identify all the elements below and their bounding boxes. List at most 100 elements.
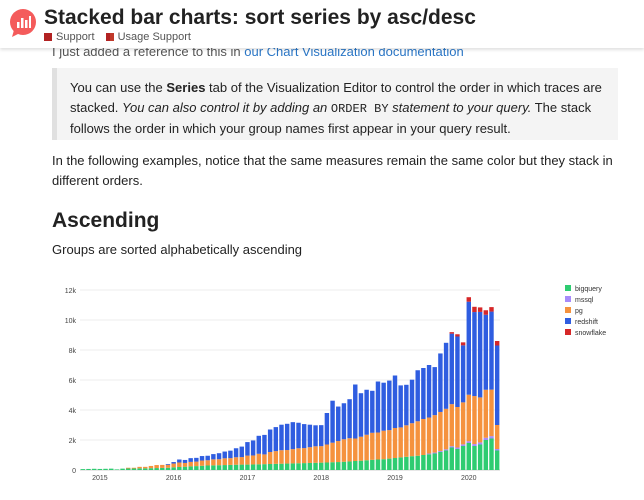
bar-segment-pg xyxy=(216,459,222,466)
bar-segment-pg xyxy=(364,434,369,461)
bar-segment-bigquery xyxy=(228,464,233,470)
bar-segment-bigquery xyxy=(347,461,352,470)
quote-text-1: You can use the xyxy=(70,80,167,95)
bar-segment-bigquery xyxy=(477,444,483,470)
legend-swatch-pg xyxy=(565,307,571,313)
bar-segment-bigquery xyxy=(154,468,159,470)
bar-segment-pg xyxy=(409,423,415,457)
bar-segment-redshift xyxy=(347,399,352,439)
bar-segment-pg xyxy=(239,457,244,465)
bar-segment-mssql xyxy=(438,450,443,452)
bar-segment-redshift xyxy=(466,301,471,395)
category-color-square xyxy=(105,33,114,41)
bar-segment-bigquery xyxy=(205,465,210,470)
bar-segment-pg xyxy=(177,462,182,467)
bar-segment-pg xyxy=(126,467,131,469)
bar-segment-redshift xyxy=(228,450,233,459)
bar-segment-bigquery xyxy=(387,458,392,470)
bar-segment-bigquery xyxy=(319,462,324,470)
y-tick-label: 2k xyxy=(69,438,77,445)
bar-segment-pg xyxy=(494,425,500,449)
bar-segment-pg xyxy=(228,458,233,465)
bar-segment-redshift xyxy=(341,403,347,440)
bar-segment-mssql xyxy=(460,444,466,446)
bar-segment-bigquery xyxy=(466,443,471,470)
bar-segment-bigquery xyxy=(86,468,91,470)
category-support[interactable]: Support xyxy=(44,31,95,43)
x-tick-label: 2020 xyxy=(461,475,477,482)
bar-segment-redshift xyxy=(494,345,500,425)
bar-segment-snowflake xyxy=(477,307,483,312)
bar-segment-pg xyxy=(455,407,460,448)
bar-segment-pg xyxy=(267,452,273,464)
bar-segment-redshift xyxy=(381,382,386,431)
bar-segment-bigquery xyxy=(336,462,341,470)
bar-segment-bigquery xyxy=(375,459,381,470)
bar-segment-snowflake xyxy=(489,307,494,312)
bar-segment-pg xyxy=(358,436,364,461)
bar-segment-bigquery xyxy=(415,455,420,470)
bar-segment-pg xyxy=(449,404,454,447)
bar-segment-bigquery xyxy=(171,467,176,470)
bar-segment-redshift xyxy=(489,311,494,390)
quote-italic-1: You can also control it by adding an xyxy=(122,100,331,115)
bar-segment-pg xyxy=(188,461,193,467)
bar-segment-pg xyxy=(143,466,148,469)
bar-segment-pg xyxy=(466,394,471,442)
y-tick-label: 0 xyxy=(72,468,76,475)
bar-segment-redshift xyxy=(421,368,426,419)
bar-segment-redshift xyxy=(296,422,301,449)
x-tick-label: 2017 xyxy=(240,475,256,482)
bar-segment-redshift xyxy=(205,455,210,461)
bar-segment-bigquery xyxy=(426,454,432,470)
category-usage-support[interactable]: Usage Support xyxy=(105,31,191,43)
bar-segment-redshift xyxy=(415,370,420,422)
bar-segment-bigquery xyxy=(381,459,386,470)
bar-segment-bigquery xyxy=(364,460,369,470)
bar-segment-bigquery xyxy=(483,440,489,470)
topic-title[interactable]: Stacked bar charts: sort series by asc/d… xyxy=(44,6,476,29)
bar-segment-pg xyxy=(398,427,403,458)
bar-segment-mssql xyxy=(426,453,432,455)
bar-segment-bigquery xyxy=(358,460,364,470)
bar-segment-redshift xyxy=(199,456,205,461)
bar-segment-redshift xyxy=(438,353,443,412)
bar-segment-bigquery xyxy=(290,463,296,470)
site-logo-icon[interactable] xyxy=(8,8,38,38)
bar-segment-pg xyxy=(160,464,165,468)
bar-segment-redshift xyxy=(284,423,290,451)
bar-segment-redshift xyxy=(477,311,483,398)
bar-segment-redshift xyxy=(250,440,256,456)
bar-segment-pg xyxy=(319,446,324,463)
bar-segment-bigquery xyxy=(341,461,347,470)
category-label: Usage Support xyxy=(117,31,191,43)
y-tick-label: 12k xyxy=(65,288,77,295)
topic-header: Stacked bar charts: sort series by asc/d… xyxy=(0,0,644,48)
bar-segment-pg xyxy=(165,464,171,468)
bar-segment-bigquery xyxy=(455,449,460,470)
bar-segment-pg xyxy=(194,461,199,467)
bar-segment-snowflake xyxy=(466,297,471,302)
bar-segment-pg xyxy=(415,421,420,456)
bar-segment-bigquery xyxy=(120,468,125,470)
bar-segment-pg xyxy=(307,447,313,463)
bar-segment-redshift xyxy=(375,381,381,433)
bar-segment-snowflake xyxy=(449,332,454,334)
bar-segment-pg xyxy=(154,465,159,469)
bar-segment-pg xyxy=(205,460,210,466)
bar-segment-snowflake xyxy=(483,310,489,315)
x-tick-label: 2018 xyxy=(313,475,329,482)
bar-segment-redshift xyxy=(165,464,171,465)
bar-segment-bigquery xyxy=(131,468,137,470)
x-tick-label: 2019 xyxy=(387,475,403,482)
bar-segment-pg xyxy=(387,430,392,459)
bar-segment-pg xyxy=(443,408,449,450)
bar-segment-bigquery xyxy=(256,464,261,470)
bar-segment-redshift xyxy=(387,380,392,431)
bar-segment-pg xyxy=(199,460,205,466)
bar-segment-pg xyxy=(370,432,375,460)
bar-segment-redshift xyxy=(313,425,318,447)
bar-segment-redshift xyxy=(211,454,216,460)
category-label: Support xyxy=(56,31,95,43)
bar-segment-redshift xyxy=(290,422,296,450)
